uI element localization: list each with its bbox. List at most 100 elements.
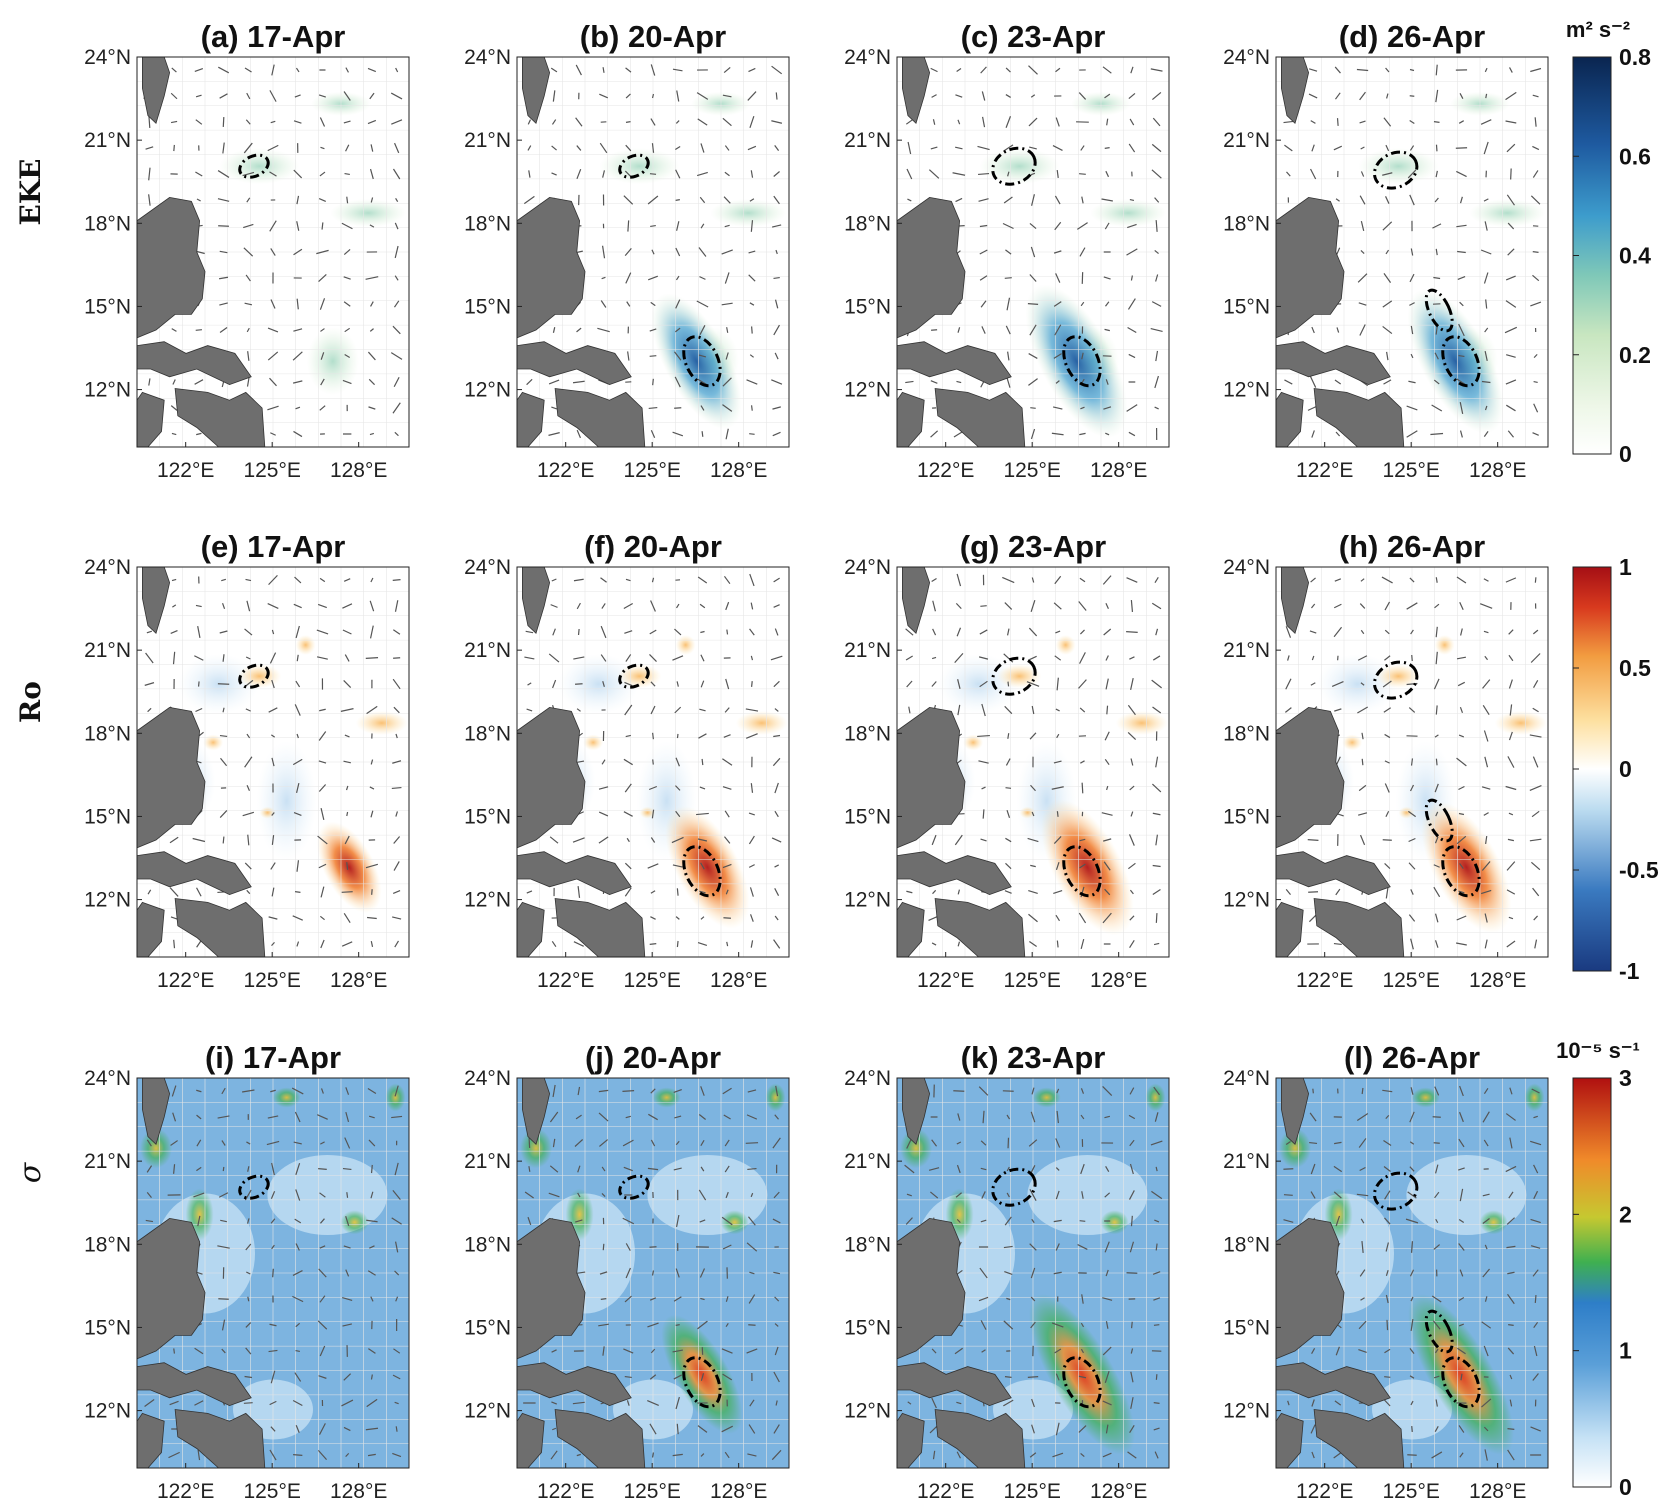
velocity-arrow [1130,1348,1134,1354]
lon-tick-label: 128°E [330,969,387,992]
velocity-arrow [1153,1427,1160,1431]
velocity-arrow [676,90,680,102]
velocity-arrow [745,708,759,712]
velocity-arrow [1055,861,1060,871]
velocity-arrow [1458,1218,1465,1224]
velocity-arrow [172,604,177,608]
velocity-arrow [1126,631,1138,633]
velocity-arrow [1155,756,1159,768]
lat-tick-label: 18°N [84,212,131,235]
velocity-arrow [1080,1322,1085,1328]
velocity-arrow [1483,1345,1489,1357]
velocity-arrow [1433,121,1440,123]
velocity-arrow [1334,379,1342,385]
velocity-arrow [217,198,230,202]
velocity-arrow [649,1374,657,1380]
velocity-arrow [316,1114,328,1120]
lon-tick-label: 125°E [243,969,300,992]
velocity-arrow [722,863,732,869]
velocity-arrow [1104,222,1110,230]
velocity-arrow [1055,1167,1060,1171]
lat-tick-label: 18°N [84,722,131,745]
velocity-arrow [1505,1165,1517,1173]
velocity-arrow [623,602,633,610]
velocity-arrow [1105,655,1109,661]
velocity-arrow [931,1397,937,1409]
velocity-arrow [775,1085,779,1097]
velocity-arrow [599,1271,608,1275]
velocity-arrow [575,683,583,685]
colorbar-tick-label: 0.2 [1619,342,1651,368]
velocity-arrow [1106,705,1109,715]
velocity-arrow [196,1114,202,1120]
velocity-arrow [1054,575,1062,585]
velocity-arrow [391,119,403,125]
velocity-arrow [1104,888,1111,896]
lat-tick-label: 15°N [844,805,891,828]
velocity-arrow [1384,1217,1391,1225]
ro-positive-patch [1342,734,1363,751]
velocity-arrow [1510,168,1512,180]
velocity-arrow [148,194,151,206]
velocity-arrow [1102,912,1112,924]
velocity-arrow [1459,1085,1464,1097]
velocity-arrow [1458,120,1465,124]
velocity-arrow [1154,1112,1159,1122]
velocity-arrow [1102,1452,1112,1458]
velocity-arrow [1333,942,1342,946]
velocity-arrow [148,115,151,129]
velocity-arrow [551,1349,557,1353]
colorbar-tick-label: 0 [1619,1474,1632,1500]
velocity-arrow [697,1320,708,1330]
velocity-arrow [369,224,375,228]
velocity-arrow [196,887,202,897]
lon-tick-label: 125°E [623,969,680,992]
velocity-arrow [931,834,937,846]
velocity-arrow [365,276,379,280]
velocity-arrow [293,248,303,256]
velocity-arrow [600,1298,607,1300]
velocity-arrow [525,630,534,634]
velocity-arrow [1051,432,1064,436]
velocity-arrow [980,66,987,74]
velocity-arrow [1155,274,1159,282]
velocity-arrow [980,838,987,842]
velocity-arrow [954,834,963,846]
velocity-arrow [700,630,705,634]
velocity-arrow [1483,812,1489,816]
velocity-arrow [774,888,780,896]
velocity-arrow [1027,837,1039,843]
velocity-arrow [1081,1294,1084,1304]
velocity-arrow [1056,1110,1059,1124]
land-mass [554,898,646,957]
velocity-arrow [295,1243,300,1251]
velocity-arrow [622,1139,634,1147]
velocity-arrow [392,325,401,335]
velocity-arrow [1507,838,1515,842]
lat-tick-label: 24°N [464,46,511,69]
velocity-arrow [1386,1319,1389,1331]
velocity-arrow [600,625,607,639]
velocity-arrow [221,1087,226,1095]
velocity-arrow [270,862,276,870]
velocity-arrow [170,405,178,411]
velocity-arrow [168,1451,180,1459]
velocity-arrow [773,324,780,336]
velocity-arrow [246,600,251,612]
velocity-arrow [368,1348,376,1354]
velocity-arrow [295,680,301,688]
velocity-arrow [246,1218,250,1224]
land-mass [517,851,632,896]
lat-tick-label: 15°N [1223,805,1270,828]
land-mass [897,391,925,447]
velocity-arrow [269,90,277,102]
panel-frame [136,56,410,448]
velocity-arrow [1358,1320,1367,1330]
velocity-arrow [1080,938,1085,950]
velocity-arrow [343,912,351,924]
velocity-arrow [1533,1190,1539,1200]
velocity-arrow [908,706,911,714]
velocity-arrow [1409,302,1415,306]
velocity-arrow [1151,143,1162,153]
